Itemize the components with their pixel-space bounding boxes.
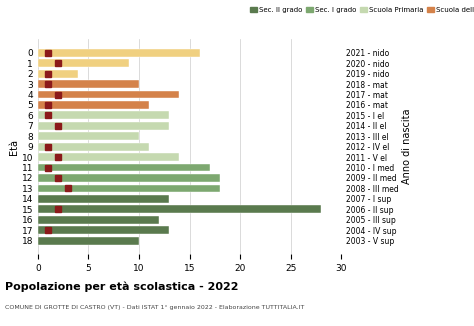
Bar: [38, 80, 139, 88]
Bar: [38, 59, 129, 67]
Bar: [38, 174, 220, 182]
Bar: [38, 91, 180, 98]
Text: Popolazione per età scolastica - 2022: Popolazione per età scolastica - 2022: [5, 282, 238, 292]
Bar: [38, 132, 139, 140]
Bar: [38, 185, 220, 192]
Legend: Sec. II grado, Sec. I grado, Scuola Primaria, Scuola dell'Infanzia, Asilo Nido, : Sec. II grado, Sec. I grado, Scuola Prim…: [247, 4, 474, 15]
Bar: [38, 122, 169, 130]
Bar: [38, 153, 180, 161]
Bar: [38, 143, 149, 151]
Bar: [38, 164, 210, 171]
Bar: [38, 195, 169, 203]
Bar: [38, 101, 149, 109]
Bar: [38, 205, 321, 213]
Text: COMUNE DI GROTTE DI CASTRO (VT) - Dati ISTAT 1° gennaio 2022 - Elaborazione TUTT: COMUNE DI GROTTE DI CASTRO (VT) - Dati I…: [5, 305, 304, 310]
Y-axis label: Anno di nascita: Anno di nascita: [401, 109, 411, 185]
Bar: [38, 216, 159, 224]
Bar: [38, 70, 78, 78]
Y-axis label: Età: Età: [9, 139, 19, 155]
Bar: [38, 49, 200, 57]
Bar: [38, 111, 169, 119]
Bar: [38, 237, 139, 244]
Bar: [38, 226, 169, 234]
